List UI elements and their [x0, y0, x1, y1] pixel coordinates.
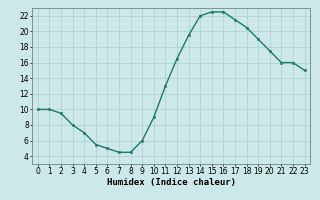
X-axis label: Humidex (Indice chaleur): Humidex (Indice chaleur) [107, 178, 236, 187]
